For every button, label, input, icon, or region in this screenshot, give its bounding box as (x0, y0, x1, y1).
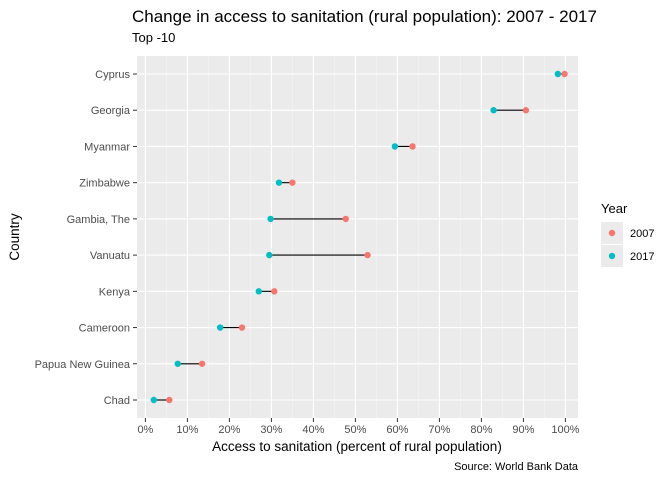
point-2007 (409, 143, 416, 150)
x-tick-label: 20% (218, 424, 240, 436)
y-tick-label: Gambia, The (67, 214, 130, 226)
x-tick-label: 10% (176, 424, 198, 436)
x-axis-title: Access to sanitation (percent of rural p… (212, 439, 502, 454)
y-axis: Cyprus Georgia Myanmar Zimbabwe Gambia, The V… (35, 69, 137, 407)
y-tick-label: Chad (104, 395, 130, 407)
y-tick-label: Papua New Guinea (35, 359, 131, 371)
point-2007 (198, 360, 206, 367)
point-2007 (561, 70, 568, 78)
point-2007 (364, 251, 371, 259)
legend: Year 2007 2017 (601, 201, 654, 267)
plot-panel (137, 56, 578, 418)
point-2017 (266, 251, 273, 259)
point-2017 (275, 179, 283, 186)
point-2007 (522, 107, 530, 114)
y-tick-label: Myanmar (84, 141, 130, 153)
x-tick-label: 100% (551, 424, 579, 436)
legend-label: 2017 (630, 251, 654, 263)
x-axis: 0% 10% 20% 30% 40% 50% 60% 70% 80% 90% 100% (137, 418, 580, 436)
y-tick-label: Zimbabwe (79, 178, 130, 190)
x-tick-label: 0% (137, 424, 153, 436)
point-2007 (271, 288, 278, 295)
x-tick-label: 50% (344, 424, 366, 436)
point-2017 (267, 215, 274, 223)
x-tick-label: 40% (302, 424, 324, 436)
y-tick-label: Kenya (99, 286, 131, 298)
chart-subtitle: Top -10 (132, 30, 175, 45)
point-2007 (238, 324, 246, 331)
point-2007 (166, 396, 173, 404)
data-points (150, 70, 568, 404)
y-axis-title: Country (7, 213, 22, 261)
y-tick-label: Vanuatu (90, 250, 130, 262)
y-tick-label: Cameroon (79, 323, 130, 335)
point-2007 (289, 179, 296, 186)
chart-title: Change in access to sanitation (rural po… (132, 7, 597, 26)
point-2017 (490, 107, 497, 114)
point-2017 (216, 324, 224, 331)
point-2017 (150, 396, 157, 404)
x-tick-label: 60% (386, 424, 408, 436)
x-tick-label: 80% (470, 424, 492, 436)
legend-label: 2007 (630, 228, 654, 240)
x-tick-label: 70% (428, 424, 450, 436)
y-tick-label: Georgia (91, 105, 131, 117)
x-tick-label: 30% (260, 424, 282, 436)
legend-key-point (608, 229, 616, 237)
major-gridlines (137, 56, 578, 418)
legend-key-point (608, 252, 616, 260)
point-2007 (342, 215, 349, 223)
point-2017 (255, 288, 262, 295)
y-tick-label: Cyprus (95, 69, 130, 81)
point-2017 (174, 360, 181, 367)
point-2017 (391, 143, 399, 150)
minor-gridlines (166, 56, 545, 418)
chart-caption: Source: World Bank Data (454, 461, 579, 473)
legend-items: 2007 2017 (601, 222, 654, 267)
legend-title: Year (601, 201, 628, 216)
point-2017 (554, 70, 562, 78)
x-tick-label: 90% (512, 424, 534, 436)
